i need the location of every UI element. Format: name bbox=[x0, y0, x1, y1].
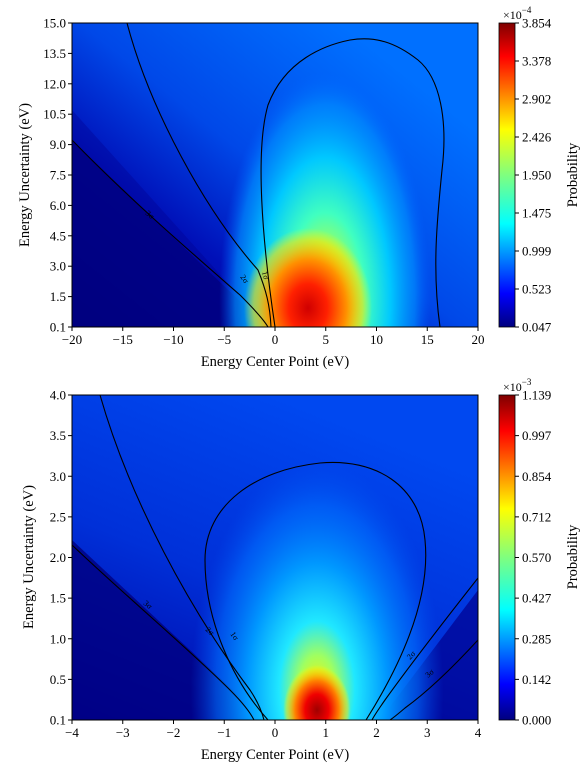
top-y-tick-label: 12.0 bbox=[43, 76, 66, 91]
bottom-contour-3sigma-left bbox=[72, 544, 255, 720]
top-x-tick-label: −20 bbox=[62, 332, 82, 347]
top-contour-label-1: 1σ bbox=[260, 270, 271, 281]
top-y-tick-label: 15.0 bbox=[43, 16, 66, 31]
top-x-axis: −20 −15 −10 −5 0 5 10 15 20 bbox=[62, 327, 485, 347]
bottom-x-tick-label: −2 bbox=[167, 725, 181, 740]
top-colorbar-tick-label: 0.999 bbox=[522, 244, 551, 259]
top-y-tick-label: 1.5 bbox=[50, 289, 66, 304]
top-colorbar-tick-label: 0.523 bbox=[522, 282, 551, 297]
top-contour-3sigma bbox=[72, 139, 269, 327]
top-contour-2sigma bbox=[126, 23, 272, 327]
top-y-axis-label: Energy Uncertainty (eV) bbox=[17, 103, 33, 247]
top-x-tick-label: 10 bbox=[370, 332, 383, 347]
bottom-colorbar-label: Probability bbox=[565, 524, 581, 589]
bottom-y-tick-label: 2.0 bbox=[50, 550, 66, 565]
bottom-colorbar-multiplier: ×10−3 bbox=[503, 377, 532, 394]
top-y-axis: 0.1 1.5 3.0 4.5 6.0 7.5 9.0 10.5 12.0 13.5 15.0 bbox=[43, 16, 72, 335]
bottom-y-tick-label: 1.0 bbox=[50, 631, 66, 646]
top-colorbar-tick-label: 0.047 bbox=[522, 320, 552, 335]
bottom-x-tick-label: −4 bbox=[65, 725, 79, 740]
top-colorbar-tick-label: 3.378 bbox=[522, 54, 551, 69]
bottom-x-tick-label: 3 bbox=[424, 725, 431, 740]
top-colorbar-gradient bbox=[499, 23, 515, 327]
bottom-colorbar-tick-label: 0.000 bbox=[522, 713, 551, 728]
top-x-tick-label: 15 bbox=[421, 332, 434, 347]
bottom-colorbar-tick-label: 0.427 bbox=[522, 591, 552, 606]
bottom-y-tick-label: 1.5 bbox=[50, 591, 66, 606]
bottom-x-tick-label: 0 bbox=[272, 725, 279, 740]
top-colorbar-tick-label: 2.902 bbox=[522, 92, 551, 107]
bottom-colorbar: 0.000 0.142 0.285 0.427 0.570 0.712 0.854 0.997… bbox=[498, 377, 581, 728]
top-x-tick-label: 0 bbox=[272, 332, 279, 347]
top-colorbar-tick-label: 1.950 bbox=[522, 168, 551, 183]
top-y-tick-label: 6.0 bbox=[50, 198, 66, 213]
top-colorbar-tick-label: 1.475 bbox=[522, 206, 551, 221]
top-colorbar-tick-label: 2.426 bbox=[522, 130, 552, 145]
top-x-axis-label: Energy Center Point (eV) bbox=[201, 354, 349, 370]
bottom-colorbar-tick-label: 1.139 bbox=[522, 388, 551, 403]
top-heatmap-image: 1σ 2σ 3σ bbox=[72, 23, 478, 327]
top-y-tick-label: 3.0 bbox=[50, 259, 66, 274]
bottom-y-tick-label: 4.0 bbox=[50, 388, 66, 403]
top-colorbar-multiplier: ×10−4 bbox=[503, 5, 532, 22]
bottom-heatmap-image: 1σ 2σ 3σ 2σ 3σ bbox=[72, 395, 478, 720]
bottom-x-tick-label: 2 bbox=[373, 725, 380, 740]
bottom-colorbar-tick-label: 0.712 bbox=[522, 509, 551, 524]
bottom-contour-1sigma bbox=[204, 461, 427, 720]
bottom-x-tick-label: 1 bbox=[323, 725, 330, 740]
bottom-x-tick-label: 4 bbox=[475, 725, 482, 740]
top-x-tick-label: −5 bbox=[217, 332, 231, 347]
top-x-tick-label: 5 bbox=[323, 332, 330, 347]
bottom-colorbar-tick-label: 0.997 bbox=[522, 428, 552, 443]
bottom-y-tick-label: 3.0 bbox=[50, 469, 66, 484]
bottom-colorbar-tick-label: 0.570 bbox=[522, 550, 551, 565]
bottom-y-tick-label: 0.1 bbox=[50, 713, 66, 728]
top-y-tick-label: 9.0 bbox=[50, 137, 66, 152]
bottom-colorbar-tick-label: 0.285 bbox=[522, 631, 551, 646]
bottom-x-axis: −4 −3 −2 −1 0 1 2 3 4 bbox=[65, 720, 482, 740]
top-colorbar-label: Probability bbox=[565, 142, 581, 207]
bottom-contour-2sigma-right bbox=[371, 577, 478, 720]
top-y-tick-label: 7.5 bbox=[50, 168, 66, 183]
top-colorbar: 0.047 0.523 0.999 1.475 1.950 2.426 2.902 3.378… bbox=[498, 5, 581, 335]
top-x-tick-label: −15 bbox=[113, 332, 133, 347]
bottom-x-tick-label: −1 bbox=[217, 725, 231, 740]
top-y-tick-label: 13.5 bbox=[43, 46, 66, 61]
bottom-x-tick-label: −3 bbox=[116, 725, 130, 740]
bottom-heatmap-panel: 1σ 2σ 3σ 2σ 3σ −4 −3 −2 −1 0 1 2 3 4 0.1 0.5 1.0 1.… bbox=[21, 377, 581, 763]
bottom-y-tick-label: 2.5 bbox=[50, 509, 66, 524]
top-heatmap-panel: 1σ 2σ 3σ −20 −15 −10 −5 0 5 10 15 20 0.1 1.5 3.0 4.… bbox=[17, 5, 581, 370]
bottom-colorbar-gradient bbox=[499, 395, 515, 720]
bottom-contour-3sigma-right bbox=[389, 639, 478, 720]
bottom-colorbar-tick-label: 0.142 bbox=[522, 672, 551, 687]
top-x-tick-label: −10 bbox=[163, 332, 183, 347]
bottom-colorbar-tick-label: 0.854 bbox=[522, 469, 552, 484]
top-colorbar-tick-label: 3.854 bbox=[522, 16, 552, 31]
bottom-contour-2sigma-left bbox=[99, 395, 265, 720]
top-y-tick-label: 10.5 bbox=[43, 107, 66, 122]
bottom-x-axis-label: Energy Center Point (eV) bbox=[201, 747, 349, 763]
top-x-tick-label: 20 bbox=[472, 332, 485, 347]
bottom-y-tick-label: 0.5 bbox=[50, 672, 66, 687]
top-y-tick-label: 4.5 bbox=[50, 228, 66, 243]
bottom-y-tick-label: 3.5 bbox=[50, 428, 66, 443]
bottom-y-axis-label: Energy Uncertainty (eV) bbox=[21, 485, 37, 629]
top-y-tick-label: 0.1 bbox=[50, 320, 66, 335]
bottom-y-axis: 0.1 0.5 1.0 1.5 2.0 2.5 3.0 3.5 4.0 bbox=[50, 388, 72, 728]
top-contour-1sigma bbox=[260, 38, 445, 327]
